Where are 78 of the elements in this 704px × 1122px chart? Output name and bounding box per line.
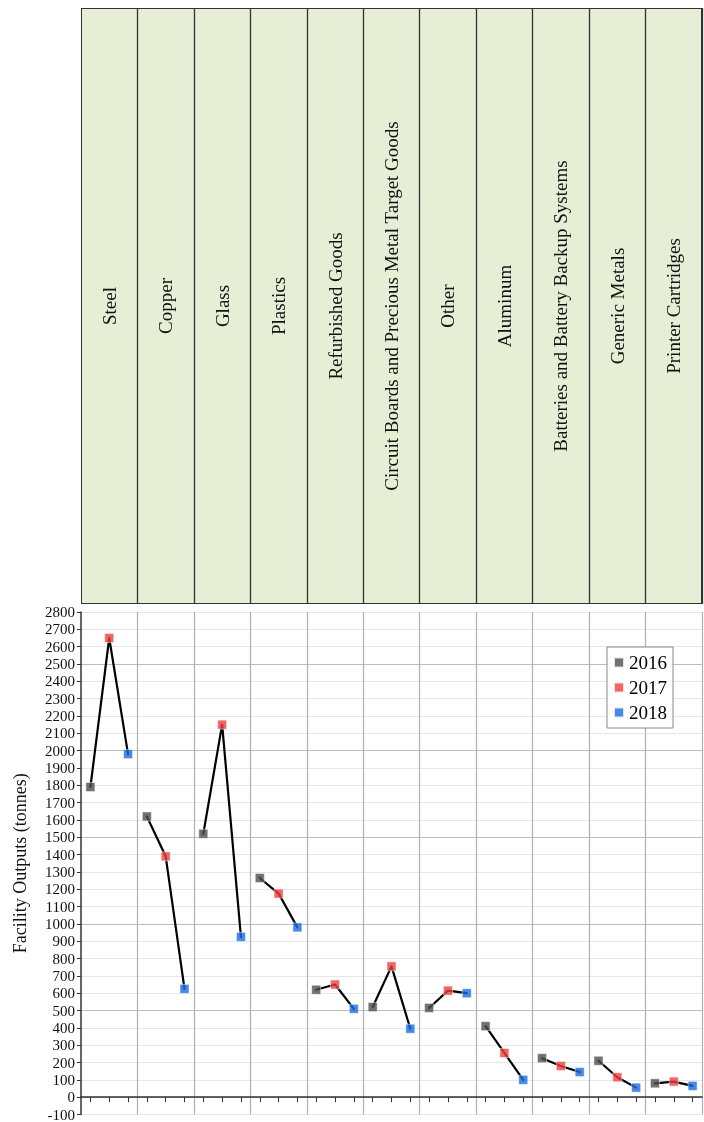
- x-tick-label: Batteries and Battery Backup Systems: [550, 160, 572, 452]
- y-tick-label: 900: [52, 933, 75, 950]
- point: [480, 1021, 491, 1031]
- y-axis-title: Facility Outputs (tonnes): [10, 773, 31, 954]
- x-tick-label: Glass: [211, 284, 233, 328]
- y-tick-label: 1600: [45, 811, 75, 828]
- x-tick-label: Printer Cartridges: [663, 238, 685, 374]
- point: [160, 851, 171, 862]
- y-tick-label: 2600: [45, 638, 75, 655]
- point: [311, 984, 322, 995]
- y-tick-label: 2400: [45, 673, 75, 690]
- y-tick-label: 1800: [45, 777, 75, 794]
- y-tick-label: 700: [52, 967, 75, 984]
- point: [254, 873, 265, 883]
- point: [386, 961, 397, 972]
- point: [292, 922, 303, 933]
- y-tick-label: 2200: [45, 707, 75, 724]
- point: [179, 984, 190, 994]
- x-tick-label: Circuit Boards and Precious Metal Target Goods: [381, 121, 402, 491]
- point: [443, 985, 453, 996]
- y-tick-label: 1000: [45, 915, 75, 932]
- point: [367, 1002, 378, 1012]
- point: [537, 1053, 547, 1063]
- x-tick-label: Generic Metals: [606, 247, 628, 365]
- point: [687, 1081, 698, 1091]
- point: [405, 1023, 416, 1034]
- y-tick-label: 800: [52, 950, 75, 967]
- y-tick-label: 200: [52, 1054, 75, 1071]
- point: [574, 1067, 585, 1077]
- y-tick-label: 0: [67, 1089, 75, 1106]
- point: [668, 1076, 679, 1087]
- point: [499, 1048, 510, 1058]
- y-tick-label: 500: [52, 1002, 75, 1019]
- y-tick-label: 600: [52, 985, 75, 1002]
- point: [85, 782, 96, 792]
- y-tick-label: 100: [52, 1071, 75, 1088]
- y-tick-label: 400: [52, 1019, 75, 1036]
- point: [198, 828, 209, 839]
- y-tick-label: 2500: [45, 655, 75, 672]
- point: [123, 749, 133, 759]
- point: [518, 1075, 529, 1085]
- y-tick-label: 2100: [45, 725, 75, 742]
- y-tick-label: 2000: [45, 742, 75, 759]
- point: [461, 988, 472, 999]
- point: [330, 979, 340, 990]
- point: [236, 932, 246, 942]
- x-tick-label: Copper: [155, 277, 177, 334]
- x-tick-label: Refurbished Goods: [324, 232, 346, 380]
- legend-label: 2018: [629, 702, 667, 723]
- x-tick-label: Aluminum: [493, 264, 515, 348]
- y-tick-label: 2300: [45, 690, 75, 707]
- y-tick-label: -100: [47, 1106, 75, 1122]
- y-tick-label: 1300: [45, 863, 75, 880]
- x-tick-label: Plastics: [268, 276, 290, 336]
- legend-label: 2016: [629, 652, 667, 673]
- y-tick-label: 1700: [45, 794, 75, 811]
- y-tick-label: 300: [52, 1037, 75, 1054]
- point: [593, 1055, 604, 1066]
- point: [424, 1003, 434, 1013]
- y-tick-label: 1900: [45, 759, 75, 776]
- point: [217, 719, 227, 730]
- y-tick-label: 1400: [45, 846, 75, 863]
- point: [631, 1082, 641, 1093]
- y-tick-label: 1100: [45, 898, 75, 915]
- y-tick-label: 2700: [45, 621, 75, 638]
- point: [556, 1061, 566, 1071]
- x-tick-label: Steel: [98, 287, 120, 325]
- point: [650, 1078, 660, 1089]
- point: [273, 888, 284, 899]
- point: [104, 633, 115, 643]
- point: [142, 811, 152, 822]
- y-tick-label: 1200: [45, 881, 75, 898]
- y-tick-label: 1500: [45, 829, 75, 846]
- point: [612, 1072, 623, 1083]
- y-tick-label: 2800: [45, 604, 75, 620]
- point: [349, 1004, 359, 1014]
- legend-label: 2017: [629, 677, 667, 698]
- x-tick-label: Other: [437, 283, 459, 328]
